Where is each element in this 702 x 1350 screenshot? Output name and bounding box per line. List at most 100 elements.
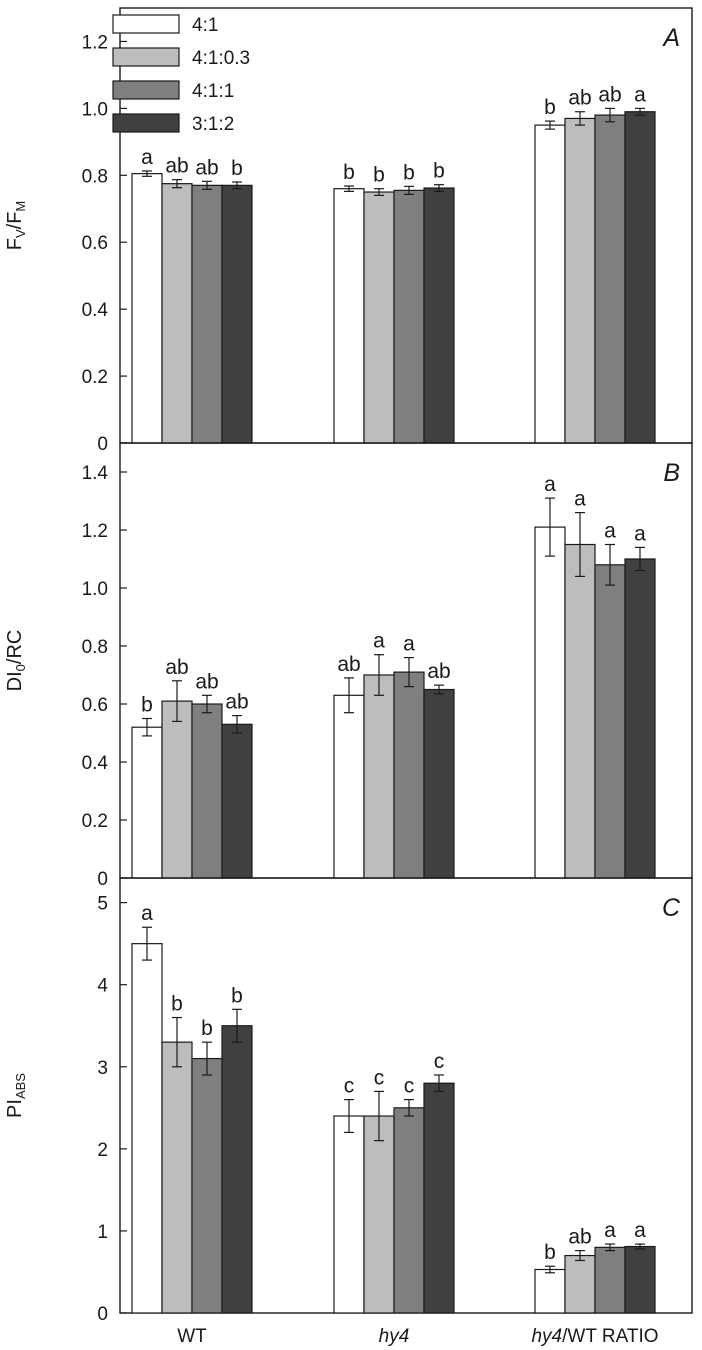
x-category-label-italic: hy4: [379, 1326, 410, 1347]
bar: [333, 188, 365, 444]
significance-letter: ab: [427, 660, 450, 683]
bar: [534, 1268, 566, 1314]
x-category-label-text: WT: [177, 1326, 207, 1347]
significance-letter: c: [344, 1075, 355, 1098]
y-tick-label: 0.2: [82, 811, 108, 832]
significance-letter: b: [171, 993, 183, 1016]
bar: [363, 191, 395, 444]
significance-letter: b: [231, 984, 243, 1007]
y-tick-label: 0.6: [82, 695, 108, 716]
significance-letter: c: [374, 1066, 385, 1089]
panel-label: A: [661, 24, 680, 52]
y-tick-label: 0.8: [82, 166, 108, 187]
y-tick-label: 1.2: [82, 32, 108, 53]
y-tick-label: 0.4: [82, 300, 109, 321]
x-category-label: hy4: [379, 1326, 410, 1347]
bar: [624, 1245, 656, 1314]
panel-label: C: [662, 894, 681, 922]
bar: [221, 1025, 253, 1314]
significance-letter: ab: [337, 653, 360, 676]
significance-letter: a: [403, 633, 415, 656]
bar: [564, 543, 596, 879]
bar: [363, 1115, 395, 1314]
significance-letter: a: [604, 520, 616, 543]
y-tick-label: 1: [97, 1222, 108, 1243]
legend-label: 4:1:0.3: [192, 48, 250, 69]
y-axis-title-part: /RC: [4, 630, 26, 664]
significance-letter: b: [201, 1017, 213, 1040]
significance-letter: a: [574, 488, 586, 511]
y-axis-title: DI0/RC: [4, 630, 28, 692]
y-tick-label: 2: [97, 1140, 108, 1161]
significance-letter: a: [634, 83, 646, 106]
y-tick-label: 0.6: [82, 233, 108, 254]
significance-letter: ab: [195, 670, 218, 693]
legend-label: 3:1:2: [192, 114, 234, 135]
y-axis-title-subscript: V: [13, 229, 28, 238]
y-tick-label: 0: [97, 434, 108, 455]
bar: [534, 124, 566, 444]
x-axis: WT hy4 hy4/WT RATIO: [177, 1326, 658, 1347]
y-axis-title-subscript: M: [13, 201, 28, 212]
bar: [423, 688, 455, 879]
bar: [594, 564, 626, 879]
bar: [423, 187, 455, 444]
legend-swatch: [112, 113, 180, 133]
legend-swatch: [112, 14, 180, 34]
significance-letter: b: [373, 164, 385, 187]
significance-letter: b: [433, 160, 445, 183]
significance-letter: ab: [165, 155, 188, 178]
y-tick-label: 1.0: [82, 99, 108, 120]
significance-letter: ab: [165, 656, 188, 679]
bar: [393, 671, 425, 879]
significance-letter: b: [141, 694, 153, 717]
bar: [333, 694, 365, 879]
y-tick-label: 4: [97, 976, 108, 997]
y-axis-title-part: /F: [4, 212, 26, 230]
y-tick-label: 0.2: [82, 367, 108, 388]
bar: [564, 1254, 596, 1314]
y-tick-label: 0.4: [82, 753, 109, 774]
panel-b: 00.20.40.60.81.01.21.4DI0/RCBbabaabaaaba…: [4, 442, 693, 890]
y-axis-title-subscript: ABS: [13, 1073, 28, 1099]
y-axis-title-part: DI: [4, 671, 26, 691]
significance-letter: ab: [568, 1226, 591, 1249]
x-category-label-italic: hy4: [531, 1326, 562, 1347]
bar: [534, 526, 566, 879]
bar: [161, 700, 193, 879]
significance-letter: a: [604, 1219, 616, 1242]
significance-letter: c: [404, 1075, 415, 1098]
y-tick-label: 1.4: [82, 463, 109, 484]
significance-letter: b: [231, 157, 243, 180]
bar: [624, 558, 656, 879]
significance-letter: b: [403, 161, 415, 184]
legend-swatch: [112, 80, 180, 100]
bar: [221, 723, 253, 879]
legend-swatch: [112, 47, 180, 67]
significance-letter: a: [141, 902, 153, 925]
bar: [594, 1246, 626, 1314]
y-tick-label: 0: [97, 1304, 108, 1325]
panel-label: B: [663, 459, 680, 487]
legend-label: 4:1: [192, 15, 218, 36]
significance-letter: a: [634, 522, 646, 545]
bar: [191, 184, 223, 444]
y-axis-title-subscript: 0: [13, 664, 28, 671]
significance-letter: c: [434, 1050, 445, 1073]
y-tick-label: 0: [97, 869, 108, 890]
bar: [131, 173, 163, 444]
x-category-label-text: /WT RATIO: [562, 1326, 658, 1347]
bar: [624, 111, 656, 444]
significance-letter: ab: [195, 156, 218, 179]
significance-letter: a: [544, 473, 556, 496]
bar: [393, 1107, 425, 1314]
y-axis-title: PIABS: [4, 1073, 28, 1118]
significance-letter: ab: [598, 83, 621, 106]
significance-letter: ab: [225, 691, 248, 714]
significance-letter: a: [373, 630, 385, 653]
significance-letter: ab: [568, 87, 591, 110]
